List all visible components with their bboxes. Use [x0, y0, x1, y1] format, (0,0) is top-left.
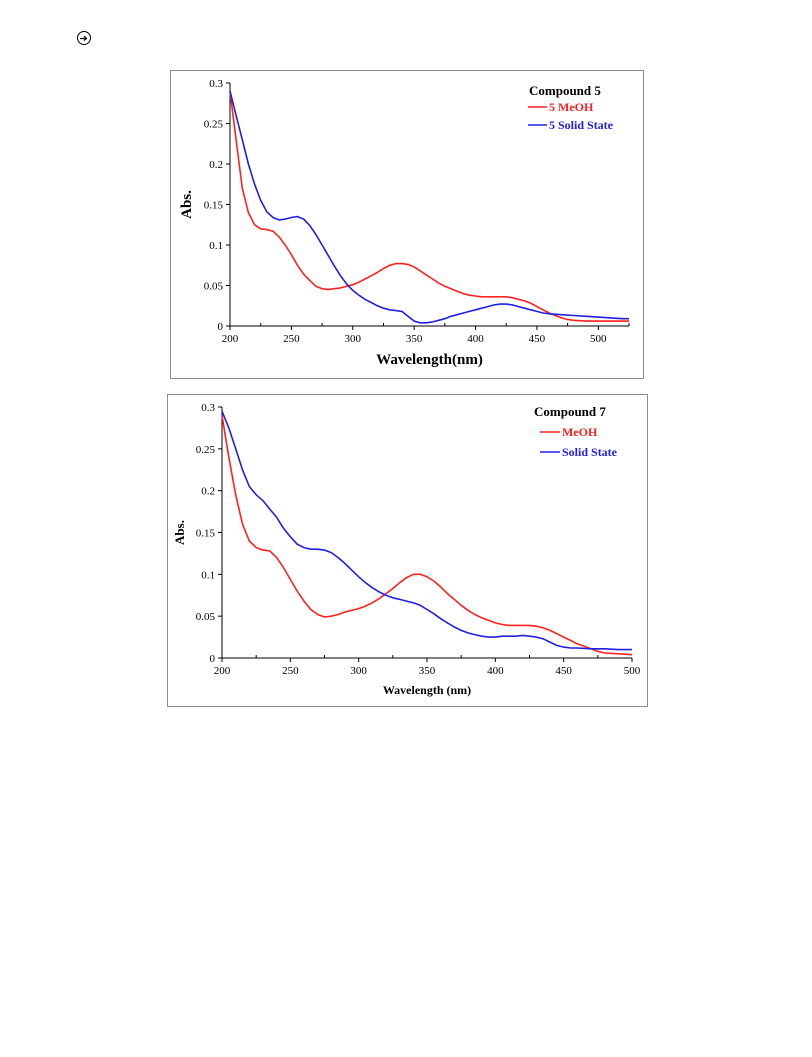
c5-y-tick-label: 0 — [218, 321, 224, 333]
c5-x-tick-label: 500 — [590, 333, 607, 345]
c5-y-tick-label: 0.05 — [204, 281, 224, 293]
chart-compound-5: 0 0.05 0.1 0.15 0.2 0.25 0.3 200 250 300 350 400 450… — [170, 70, 644, 379]
c5-x-tick-label: 300 — [345, 333, 362, 345]
c7-y-axis-label: Abs. — [172, 520, 187, 545]
c5-legend-entry: 5 MeOH — [549, 100, 594, 114]
c5-y-tick-label: 0.2 — [209, 159, 223, 171]
c5-series-line-solid-state — [229, 90, 629, 324]
c5-y-tick-label: 0.25 — [204, 119, 224, 131]
c5-x-tick-label: 250 — [283, 333, 300, 345]
c7-x-tick-label: 450 — [555, 665, 572, 677]
c5-y-axis-label: Abs. — [179, 190, 195, 219]
c7-y-tick-label: 0 — [210, 653, 216, 665]
c5-x-tick-label: 400 — [467, 333, 484, 345]
c7-x-tick-label: 350 — [419, 665, 436, 677]
c5-y-tick-label: 0.3 — [209, 78, 223, 90]
c5-legend-entry: 5 Solid State — [549, 118, 614, 132]
c7-x-tick-label: 400 — [487, 665, 504, 677]
c7-x-tick-label: 300 — [350, 665, 367, 677]
c5-x-tick-label: 450 — [529, 333, 546, 345]
c7-y-tick-label: 0.3 — [201, 402, 215, 414]
c7-series-line-solid-state — [221, 410, 632, 651]
c7-x-axis-label: Wavelength (nm) — [383, 683, 471, 697]
c7-y-tick-label: 0.1 — [201, 569, 215, 581]
c7-legend-entry: Solid State — [562, 445, 618, 459]
c5-y-tick-label: 0.1 — [209, 240, 223, 252]
c5-chart-title: Compound 5 — [529, 83, 601, 98]
chart-compound-5-plot: 0 0.05 0.1 0.15 0.2 0.25 0.3 200 250 300 350 400 450… — [179, 78, 630, 368]
c7-x-tick-label: 250 — [282, 665, 299, 677]
chart-compound-7: 0 0.05 0.1 0.15 0.2 0.25 0.3 200 250 300 350 400 450… — [167, 394, 648, 707]
c7-y-tick-label: 0.2 — [201, 486, 215, 498]
c5-series-line-meoh — [229, 91, 629, 322]
c5-x-tick-label: 350 — [406, 333, 423, 345]
c7-y-tick-label: 0.05 — [196, 611, 216, 623]
c5-y-tick-label: 0.15 — [204, 200, 224, 212]
c5-x-axis-label: Wavelength(nm) — [376, 352, 483, 368]
chart-compound-7-plot: 0 0.05 0.1 0.15 0.2 0.25 0.3 200 250 300 350 400 450… — [172, 402, 641, 697]
c7-series-line-meoh — [221, 415, 633, 656]
c7-x-tick-label: 200 — [214, 665, 231, 677]
c7-x-tick-label: 500 — [624, 665, 641, 677]
c7-legend-entry: MeOH — [562, 425, 598, 439]
circled-arrow-icon — [77, 31, 91, 45]
c7-chart-title: Compound 7 — [534, 404, 606, 419]
c7-y-tick-label: 0.25 — [196, 444, 216, 456]
c5-x-tick-label: 200 — [222, 333, 239, 345]
c7-y-tick-label: 0.15 — [196, 528, 216, 540]
